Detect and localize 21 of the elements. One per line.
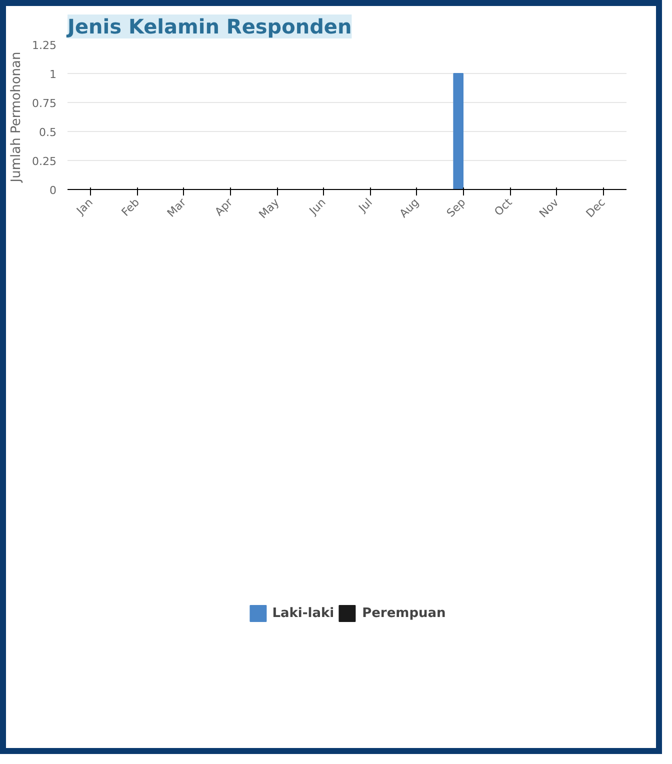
- chart-title: Jenis Kelamin Responden: [66, 14, 352, 38]
- x-tick-label: Apr: [212, 196, 236, 219]
- y-tick-label: 0.5: [39, 126, 57, 139]
- y-tick-label: 0.75: [32, 97, 57, 110]
- x-tick-label: Nov: [536, 196, 562, 220]
- x-tick-label: Jan: [73, 196, 96, 218]
- x-tick-label: Sep: [444, 196, 468, 220]
- y-tick-label: 0.25: [32, 155, 57, 168]
- legend-label: Perempuan: [362, 606, 446, 620]
- x-tick-label: Dec: [584, 196, 608, 220]
- x-tick-label: Oct: [492, 195, 516, 219]
- x-tick-label: Mar: [164, 196, 189, 220]
- y-axis-title: Jumlah Permohonan: [9, 52, 24, 184]
- x-tick-label: Aug: [397, 196, 422, 220]
- y-tick-label: 1: [50, 68, 56, 81]
- x-tick-label: Jul: [356, 196, 375, 216]
- y-tick-label: 0: [50, 184, 56, 197]
- x-tick-label: Jun: [306, 196, 328, 218]
- legend-label: Laki-laki: [272, 606, 334, 620]
- x-tick-label: Feb: [119, 196, 142, 219]
- y-tick-label: 1.25: [32, 39, 57, 52]
